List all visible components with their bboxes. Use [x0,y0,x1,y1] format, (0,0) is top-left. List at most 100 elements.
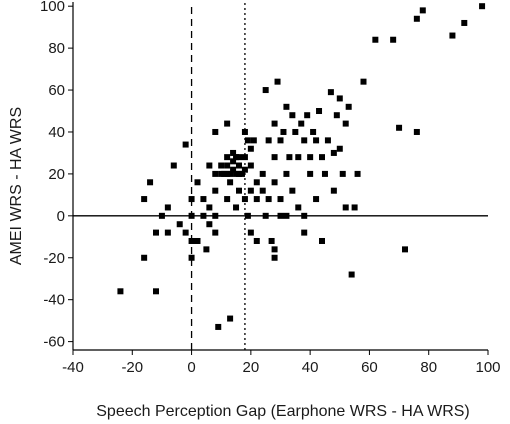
data-point [141,196,148,203]
y-tick-label: 0 [57,208,65,225]
x-tick-label: 0 [187,359,195,376]
data-point [188,196,195,203]
data-point [247,145,254,152]
data-point [247,162,254,169]
data-point [227,170,234,177]
data-point [310,128,317,135]
data-point [200,196,207,203]
y-tick-label: 100 [40,0,65,15]
data-point [336,145,343,152]
data-point [304,112,311,119]
data-point [461,19,468,26]
data-point [402,246,408,253]
data-point [277,212,284,219]
data-point [283,170,290,177]
data-point [182,229,189,236]
data-point [247,229,254,236]
data-point [224,154,231,161]
data-point [170,162,177,169]
data-point [253,179,260,186]
data-point [333,112,340,119]
data-point [212,170,219,177]
data-point [286,154,293,161]
data-point [319,154,325,161]
data-point [301,229,308,236]
data-points [117,3,486,330]
data-point [117,288,124,295]
data-point [182,141,189,148]
data-point [218,162,225,169]
data-point [419,7,426,14]
data-point [194,179,201,186]
data-point [298,120,305,127]
data-point [253,237,260,244]
data-point [271,154,278,161]
x-tick-labels: -40 -20 0 20 40 60 80 100 [62,350,501,376]
x-tick-label: 20 [243,359,260,376]
data-point [212,128,219,135]
data-point [164,204,171,211]
data-point [230,149,237,156]
data-point [176,221,183,228]
data-point [265,137,272,144]
data-point [153,288,159,295]
data-point [413,128,420,135]
y-tick-labels: -60 -40 -20 0 20 40 60 80 100 [40,0,73,351]
data-point [236,187,242,194]
y-tick-label: 20 [48,166,65,183]
data-point [479,3,486,10]
data-point [212,229,219,236]
data-point [141,254,148,261]
data-point [348,271,355,278]
data-point [271,179,278,186]
data-point [342,120,349,127]
x-tick-label: -40 [62,359,84,376]
data-point [194,237,201,244]
data-point [307,170,314,177]
data-point [301,212,308,219]
data-point [396,124,403,131]
data-point [241,196,248,203]
data-point [289,112,296,119]
data-point [206,204,213,211]
data-point [203,246,210,253]
data-point [238,170,245,177]
data-point [316,108,323,115]
data-point [277,196,284,203]
data-point [271,120,278,127]
data-point [336,95,343,102]
data-point [295,204,302,211]
data-point [230,166,237,173]
data-point [390,36,397,43]
data-point [206,221,213,228]
data-point [313,196,320,203]
data-point [227,179,234,186]
x-tick-label: -20 [121,359,143,376]
data-point [233,204,240,211]
data-point [413,15,420,22]
data-point [307,154,314,161]
y-tick-label: -60 [43,334,65,351]
data-point [345,103,352,110]
data-point [224,120,231,127]
data-point [188,254,195,261]
data-point [250,137,257,144]
data-point [158,212,165,219]
data-point [274,78,281,85]
data-point [188,212,195,219]
data-point [354,170,361,177]
data-point [283,212,290,219]
data-point [351,204,358,211]
x-tick-label: 100 [475,359,500,376]
data-point [277,137,284,144]
data-point [271,254,278,261]
data-point [244,212,251,219]
x-tick-label: 80 [420,359,437,376]
data-point [241,154,248,161]
data-point [313,137,320,144]
x-axis-title: Speech Perception Gap (Earphone WRS - HA… [96,403,470,420]
data-point [200,212,207,219]
data-point [265,196,272,203]
data-point [330,149,337,156]
